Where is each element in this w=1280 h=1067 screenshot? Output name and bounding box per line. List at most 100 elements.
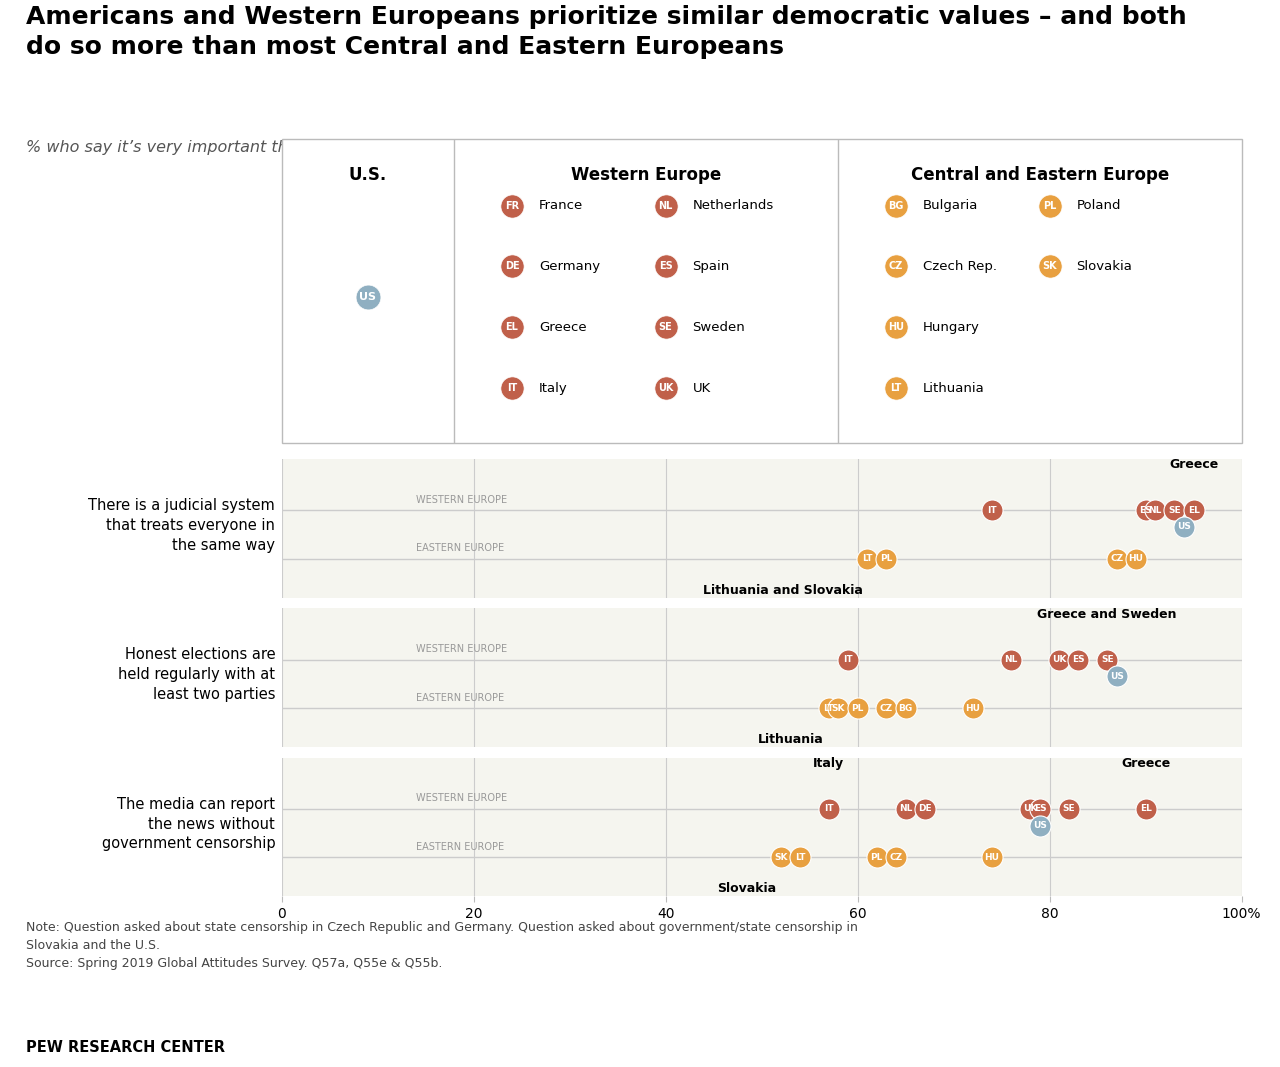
Text: UK: UK — [1052, 655, 1066, 664]
Point — [1165, 501, 1185, 519]
Text: PL: PL — [870, 853, 883, 862]
Text: BG: BG — [899, 703, 913, 713]
Text: Lithuania: Lithuania — [758, 733, 824, 746]
Text: EASTERN EUROPE: EASTERN EUROPE — [416, 842, 504, 851]
Point — [358, 288, 379, 305]
Text: Central and Eastern Europe: Central and Eastern Europe — [911, 166, 1169, 185]
Text: Hungary: Hungary — [923, 321, 979, 334]
Text: SK: SK — [832, 703, 845, 713]
Text: UK: UK — [1023, 805, 1038, 813]
Point — [867, 849, 887, 866]
Text: PL: PL — [851, 703, 864, 713]
Text: France: France — [539, 200, 584, 212]
Text: CZ: CZ — [888, 261, 904, 271]
Text: SE: SE — [1062, 805, 1075, 813]
Text: Sweden: Sweden — [692, 321, 745, 334]
Text: Greece and Sweden: Greece and Sweden — [1038, 608, 1176, 621]
Point — [655, 258, 676, 275]
Point — [655, 380, 676, 397]
Point — [1069, 651, 1089, 668]
Point — [1059, 800, 1079, 817]
Text: There is a judicial system
that treats everyone in
the same way: There is a judicial system that treats e… — [88, 498, 275, 553]
Text: ES: ES — [1034, 805, 1046, 813]
Text: Spain: Spain — [692, 260, 730, 273]
Point — [1001, 651, 1021, 668]
Text: DE: DE — [504, 261, 520, 271]
Text: US: US — [1178, 522, 1190, 531]
Point — [886, 197, 906, 214]
Text: Greece: Greece — [539, 321, 586, 334]
Point — [1126, 551, 1147, 568]
FancyBboxPatch shape — [282, 139, 1242, 443]
Text: Italy: Italy — [539, 382, 567, 395]
Text: Honest elections are
held regularly with at
least two parties: Honest elections are held regularly with… — [118, 648, 275, 702]
Text: ES: ES — [1073, 655, 1084, 664]
Point — [502, 258, 522, 275]
Text: IT: IT — [844, 655, 852, 664]
Text: % who say it’s very important that ...: % who say it’s very important that ... — [26, 140, 324, 155]
Point — [838, 651, 859, 668]
Text: NL: NL — [899, 805, 913, 813]
Text: IT: IT — [507, 383, 517, 393]
Point — [1146, 501, 1166, 519]
Text: HU: HU — [965, 703, 980, 713]
Text: NL: NL — [658, 201, 673, 210]
Text: PEW RESEARCH CENTER: PEW RESEARCH CENTER — [26, 1040, 224, 1055]
Text: EL: EL — [1139, 805, 1152, 813]
Text: LT: LT — [823, 703, 835, 713]
Point — [1135, 800, 1156, 817]
Text: EL: EL — [1188, 506, 1199, 514]
Text: SE: SE — [659, 322, 672, 332]
Text: ES: ES — [659, 261, 672, 271]
Point — [1039, 258, 1060, 275]
Text: PL: PL — [1043, 201, 1056, 210]
Point — [1174, 519, 1194, 536]
Text: SE: SE — [1101, 655, 1114, 664]
Text: Poland: Poland — [1076, 200, 1121, 212]
Text: PL: PL — [881, 554, 892, 563]
Point — [858, 551, 878, 568]
Text: SK: SK — [1042, 261, 1057, 271]
Text: Netherlands: Netherlands — [692, 200, 773, 212]
Text: Greece: Greece — [1121, 758, 1170, 770]
Point — [886, 380, 906, 397]
Text: US: US — [360, 292, 376, 302]
Text: HU: HU — [984, 853, 1000, 862]
Text: Slovakia: Slovakia — [1076, 260, 1133, 273]
Text: ES: ES — [1139, 506, 1152, 514]
Text: Western Europe: Western Europe — [571, 166, 722, 185]
Point — [847, 700, 868, 717]
Text: The media can report
the news without
government censorship: The media can report the news without go… — [101, 797, 275, 851]
Text: WESTERN EUROPE: WESTERN EUROPE — [416, 794, 507, 803]
Text: Slovakia: Slovakia — [717, 882, 776, 895]
Text: CZ: CZ — [1110, 554, 1124, 563]
Point — [771, 849, 791, 866]
Text: CZ: CZ — [890, 853, 902, 862]
Point — [963, 700, 983, 717]
Text: EASTERN EUROPE: EASTERN EUROPE — [416, 543, 504, 553]
Point — [1106, 668, 1128, 685]
Text: LT: LT — [891, 383, 901, 393]
Point — [886, 258, 906, 275]
Text: Lithuania and Slovakia: Lithuania and Slovakia — [703, 584, 863, 596]
Point — [876, 551, 896, 568]
Text: Americans and Western Europeans prioritize similar democratic values – and both
: Americans and Western Europeans prioriti… — [26, 5, 1187, 59]
Text: WESTERN EUROPE: WESTERN EUROPE — [416, 644, 507, 654]
Point — [502, 197, 522, 214]
Text: LT: LT — [795, 853, 805, 862]
Text: HU: HU — [888, 322, 904, 332]
Text: IT: IT — [987, 506, 997, 514]
Point — [876, 700, 896, 717]
Point — [982, 501, 1002, 519]
Text: FR: FR — [504, 201, 520, 210]
Point — [896, 700, 916, 717]
Point — [502, 380, 522, 397]
Point — [1039, 197, 1060, 214]
Text: DE: DE — [918, 805, 932, 813]
Text: Czech Rep.: Czech Rep. — [923, 260, 997, 273]
Text: EL: EL — [506, 322, 518, 332]
Text: U.S.: U.S. — [349, 166, 387, 185]
Point — [1050, 651, 1070, 668]
Point — [1020, 800, 1041, 817]
Point — [819, 700, 840, 717]
